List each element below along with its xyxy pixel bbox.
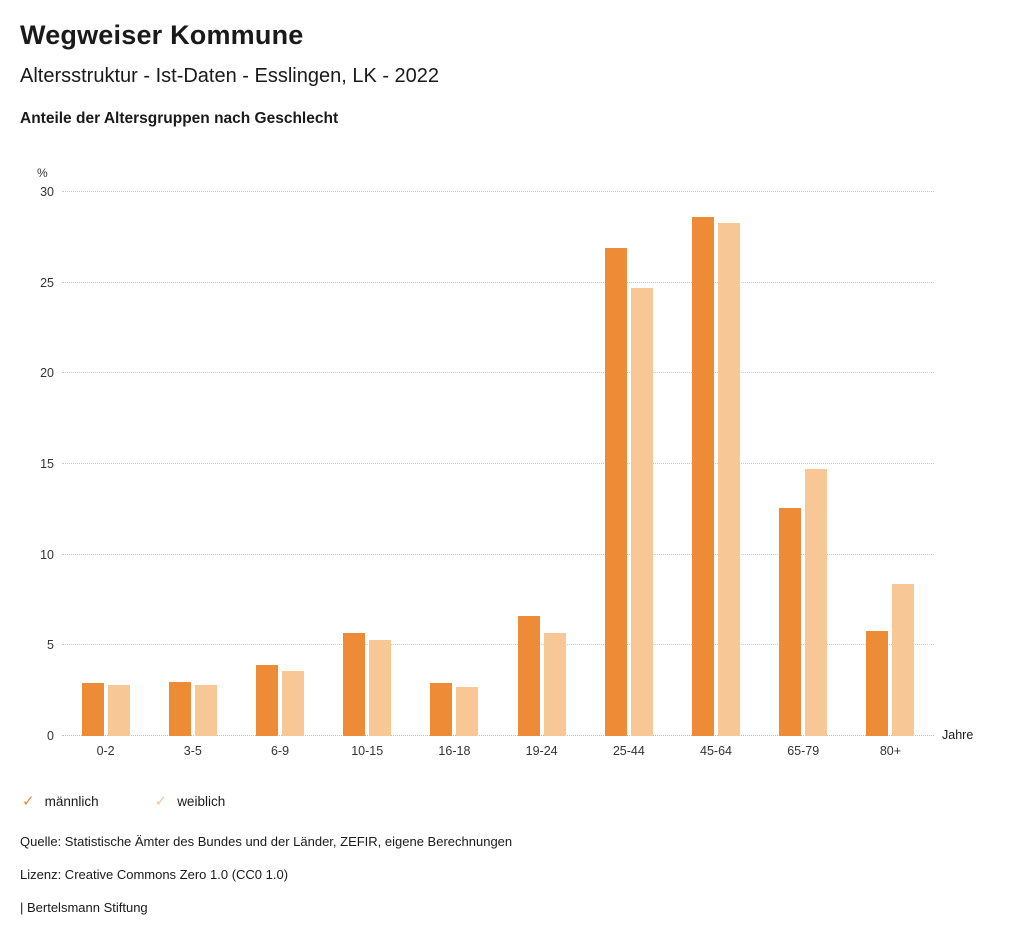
gridline xyxy=(62,735,934,736)
bar-group-3-5 xyxy=(149,192,236,736)
page-title: Wegweiser Kommune xyxy=(20,20,304,50)
bar-männlich-16-18[interactable] xyxy=(430,683,453,736)
gridline xyxy=(62,372,934,374)
bar-männlich-65-79[interactable] xyxy=(779,507,802,736)
bar-weiblich-16-18[interactable] xyxy=(456,687,479,736)
bar-männlich-25-44[interactable] xyxy=(604,248,627,736)
license-note: Lizenz: Creative Commons Zero 1.0 (CC0 1… xyxy=(20,867,289,882)
bar-group-0-2 xyxy=(62,192,149,736)
y-axis-tick-label: 10 xyxy=(40,547,54,562)
bar-group-6-9 xyxy=(236,192,323,736)
bar-weiblich-10-15[interactable] xyxy=(369,639,392,736)
bar-group-80+ xyxy=(847,192,934,736)
brand-note: | Bertelsmann Stiftung xyxy=(20,900,148,915)
y-axis-tick-label: 20 xyxy=(40,366,54,381)
x-axis-tick-label: 65-79 xyxy=(787,744,820,758)
legend: ✓ männlich ✓ weiblich xyxy=(22,792,1004,810)
bar-weiblich-45-64[interactable] xyxy=(718,222,741,736)
legend-item-weiblich[interactable]: ✓ weiblich xyxy=(155,792,226,810)
gridline xyxy=(62,553,934,555)
chart-heading: Anteile der Altersgruppen nach Geschlech… xyxy=(20,110,339,127)
check-icon: ✓ xyxy=(154,793,168,810)
x-axis-ticks: 0-2 3-5 6-9 10-15 16-18 19-24 25-44 45-64 65-79 8… xyxy=(62,744,934,758)
bar-group-16-18 xyxy=(411,192,498,736)
footer: Quelle: Statistische Ämter des Bundes un… xyxy=(20,834,1004,915)
bar-männlich-6-9[interactable] xyxy=(256,665,278,736)
gridline xyxy=(62,644,934,646)
x-axis-tick-label: 80+ xyxy=(879,744,902,758)
plot-area: Jahre 0 5 10 15 20 25 30 xyxy=(40,185,973,743)
x-axis-tick-label: 25-44 xyxy=(612,744,645,758)
x-axis-tick-label: 16-18 xyxy=(438,744,471,758)
bar-group-10-15 xyxy=(324,192,411,736)
bar-group-65-79 xyxy=(760,192,847,736)
bar-männlich-19-24[interactable] xyxy=(517,616,540,736)
y-axis-tick-label: 15 xyxy=(40,457,54,471)
x-axis-tick-label: 6-9 xyxy=(270,744,290,758)
y-axis-tick-label: 5 xyxy=(47,638,54,653)
x-axis-tick-label: 10-15 xyxy=(351,744,384,758)
plot-outer: Jahre 0 5 10 15 20 25 30 0-2 3-5 6-9 10-15 16-18 19… xyxy=(40,185,973,758)
y-axis-unit-label: % xyxy=(37,166,48,180)
bar-männlich-0-2[interactable] xyxy=(81,683,104,736)
bar-group-45-64 xyxy=(672,192,759,736)
bar-männlich-80+[interactable] xyxy=(866,630,889,736)
source-note: Quelle: Statistische Ämter des Bundes un… xyxy=(20,834,513,849)
bar-group-19-24 xyxy=(498,192,585,736)
bar-weiblich-0-2[interactable] xyxy=(107,685,130,736)
chart: % Jahre 0 5 10 15 20 25 30 0-2 3-5 6-9 10-15 16-18… xyxy=(20,166,1004,810)
gridline xyxy=(62,463,934,464)
bar-weiblich-19-24[interactable] xyxy=(543,632,566,736)
bar-männlich-3-5[interactable] xyxy=(168,681,191,736)
x-axis-tick-label: 0-2 xyxy=(96,744,115,758)
y-axis-tick-label: 30 xyxy=(40,185,54,199)
legend-item-männlich[interactable]: ✓ männlich xyxy=(22,792,99,810)
y-axis-tick-label: 25 xyxy=(40,275,54,290)
bar-weiblich-6-9[interactable] xyxy=(282,670,304,736)
page: Wegweiser Kommune Altersstruktur - Ist-D… xyxy=(20,20,1004,915)
x-axis-tick-label: 3-5 xyxy=(183,744,202,758)
chart-subtitle: Altersstruktur - Ist-Daten - Esslingen, … xyxy=(20,65,440,87)
legend-label: männlich xyxy=(44,793,99,809)
x-axis-tick-label: 19-24 xyxy=(525,744,558,758)
legend-label: weiblich xyxy=(177,793,226,809)
check-icon: ✓ xyxy=(22,793,35,810)
bar-männlich-10-15[interactable] xyxy=(343,632,366,736)
bar-männlich-45-64[interactable] xyxy=(692,217,715,736)
bar-weiblich-25-44[interactable] xyxy=(630,288,653,736)
x-axis-label: Jahre xyxy=(942,728,974,742)
bars-row xyxy=(62,192,934,736)
gridline xyxy=(62,191,934,192)
bar-weiblich-65-79[interactable] xyxy=(805,469,828,736)
bar-weiblich-80+[interactable] xyxy=(892,583,915,736)
bar-group-25-44 xyxy=(585,192,672,736)
x-axis-tick-label: 45-64 xyxy=(700,744,733,758)
gridline xyxy=(62,281,934,283)
bar-weiblich-3-5[interactable] xyxy=(194,685,217,736)
y-axis-tick-label: 0 xyxy=(47,729,54,743)
